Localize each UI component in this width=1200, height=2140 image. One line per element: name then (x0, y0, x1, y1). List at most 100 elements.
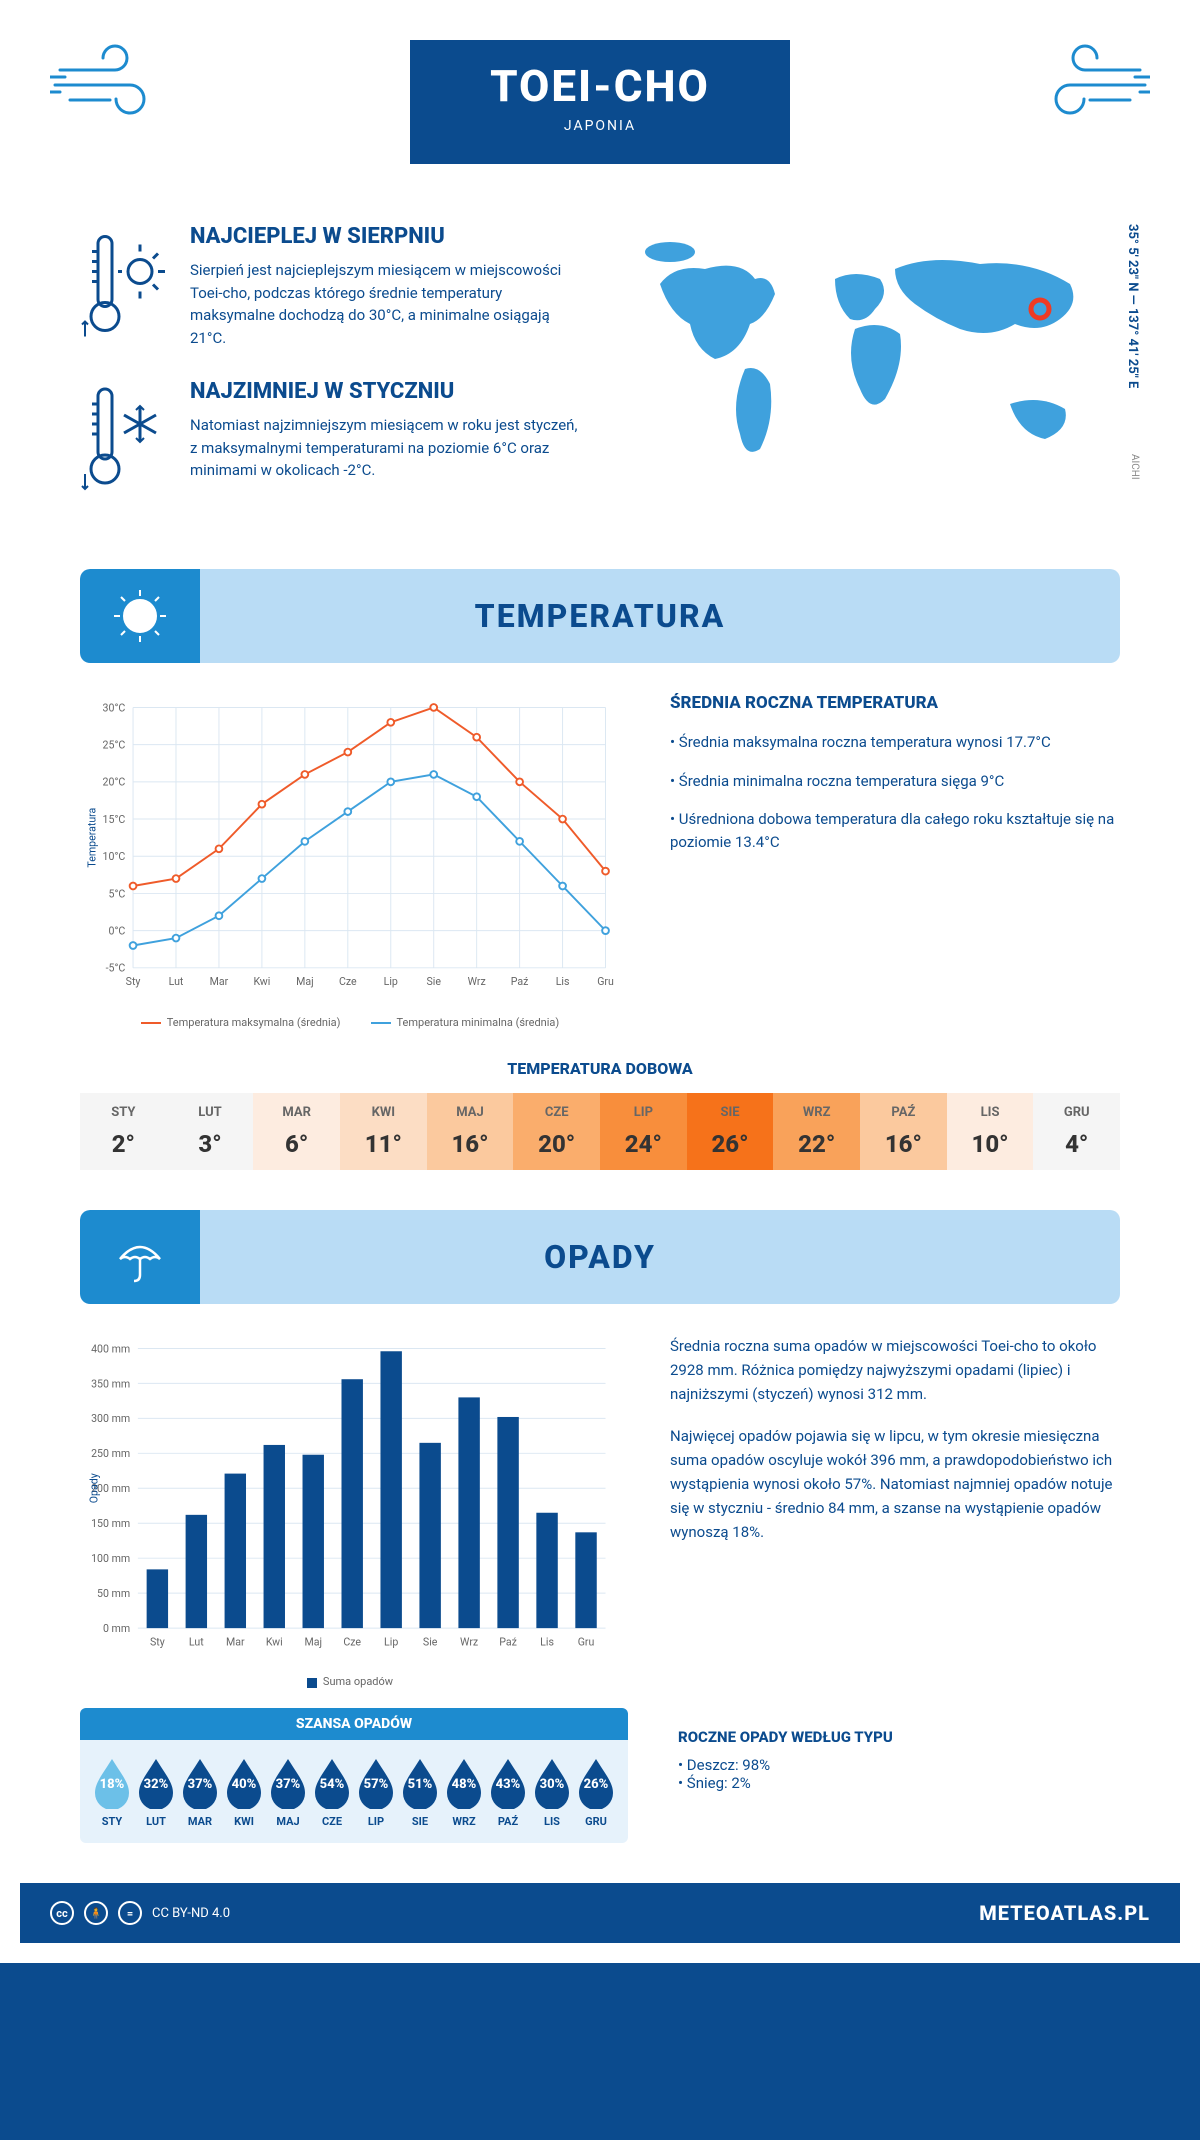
svg-text:Kwi: Kwi (253, 975, 270, 988)
svg-text:Lis: Lis (556, 975, 570, 988)
cc-icon: cc (50, 1901, 74, 1925)
thermometer-snow-icon (80, 379, 170, 499)
footer: cc 🧍 = CC BY-ND 4.0 METEOATLAS.PL (20, 1883, 1180, 1943)
daily-cell: LIS10° (947, 1093, 1034, 1170)
svg-text:10°C: 10°C (103, 850, 126, 863)
precip-title: OPADY (80, 1238, 1120, 1276)
svg-text:350 mm: 350 mm (91, 1377, 130, 1390)
svg-text:Gru: Gru (578, 1635, 595, 1648)
daily-cell: MAJ16° (427, 1093, 514, 1170)
precip-text: Średnia roczna suma opadów w miejscowośc… (670, 1334, 1120, 1689)
daily-cell: SIE26° (687, 1093, 774, 1170)
svg-text:Mar: Mar (210, 975, 229, 988)
svg-text:Sie: Sie (426, 975, 441, 988)
summary-p2: • Średnia minimalna roczna temperatura s… (670, 770, 1120, 793)
daily-temp-title: TEMPERATURA DOBOWA (80, 1059, 1120, 1078)
site-name: METEOATLAS.PL (979, 1901, 1150, 1925)
svg-text:50 mm: 50 mm (97, 1587, 130, 1600)
svg-text:Gru: Gru (597, 975, 614, 988)
svg-text:15°C: 15°C (103, 813, 126, 826)
svg-text:Cze: Cze (343, 1635, 361, 1648)
svg-text:Cze: Cze (339, 975, 357, 988)
chance-cell: 32%LUT (134, 1755, 178, 1828)
svg-text:Lut: Lut (189, 1635, 204, 1648)
svg-text:100 mm: 100 mm (91, 1552, 130, 1565)
intro-section: NAJCIEPLEJ W SIERPNIU Sierpień jest najc… (20, 224, 1180, 569)
license-text: CC BY-ND 4.0 (152, 1906, 230, 1921)
legend-max: Temperatura maksymalna (średnia) (167, 1016, 341, 1029)
wind-icon (50, 40, 170, 120)
temperature-chart: -5°C 0°C 5°C 10°C 15°C 20°C 25°C 30°C Sty Lut Mar K… (80, 693, 620, 1029)
coldest-title: NAJZIMNIEJ W STYCZNIU (190, 379, 580, 404)
country-subtitle: JAPONIA (490, 118, 710, 134)
summary-p1: • Średnia maksymalna roczna temperatura … (670, 731, 1120, 754)
chance-grid: 18%STY32%LUT37%MAR40%KWI37%MAJ54%CZE57%L… (80, 1740, 628, 1843)
daily-cell: MAR6° (253, 1093, 340, 1170)
svg-text:Sty: Sty (126, 975, 141, 988)
daily-cell: WRZ22° (773, 1093, 860, 1170)
chance-title: SZANSA OPADÓW (80, 1708, 628, 1740)
chance-cell: 37%MAR (178, 1755, 222, 1828)
chance-cell: 26%GRU (574, 1755, 618, 1828)
warmest-block: NAJCIEPLEJ W SIERPNIU Sierpień jest najc… (80, 224, 580, 349)
location-title: TOEI-CHO (490, 60, 710, 112)
chance-cell: 37%MAJ (266, 1755, 310, 1828)
precip-p1: Średnia roczna suma opadów w miejscowośc… (670, 1334, 1120, 1406)
svg-text:Sty: Sty (150, 1635, 165, 1648)
svg-text:5°C: 5°C (109, 887, 126, 900)
chance-cell: 18%STY (90, 1755, 134, 1828)
precip-p2: Najwięcej opadów pojawia się w lipcu, w … (670, 1424, 1120, 1544)
warmest-title: NAJCIEPLEJ W SIERPNIU (190, 224, 580, 249)
svg-text:Wrz: Wrz (468, 975, 486, 988)
daily-cell: LUT3° (167, 1093, 254, 1170)
coldest-text: Natomiast najzimniejszym miesiącem w rok… (190, 414, 580, 482)
header: TOEI-CHO JAPONIA (20, 20, 1180, 224)
svg-text:Wrz: Wrz (460, 1635, 478, 1648)
daily-cell: KWI11° (340, 1093, 427, 1170)
daily-cell: GRU4° (1033, 1093, 1120, 1170)
svg-text:Lip: Lip (384, 975, 398, 988)
svg-text:Paź: Paź (499, 1635, 517, 1648)
svg-text:Sie: Sie (423, 1635, 438, 1648)
svg-text:Maj: Maj (304, 1635, 322, 1648)
by-type-snow: • Śnieg: 2% (678, 1774, 1120, 1792)
daily-temp-grid: STY2°LUT3°MAR6°KWI11°MAJ16°CZE20°LIP24°S… (80, 1093, 1120, 1170)
svg-text:25°C: 25°C (103, 739, 126, 752)
chance-cell: 40%KWI (222, 1755, 266, 1828)
svg-text:Temperatura: Temperatura (85, 807, 98, 867)
wind-icon (1030, 40, 1150, 120)
coordinates: 35° 5' 23" N — 137° 41' 25" E (1125, 224, 1140, 388)
umbrella-icon (110, 1227, 170, 1287)
svg-text:Maj: Maj (296, 975, 314, 988)
temperature-section: TEMPERATURA -5°C 0°C 5°C 10°C 15°C 20°C 25°C 30… (20, 569, 1180, 1170)
daily-cell: LIP24° (600, 1093, 687, 1170)
coldest-block: NAJZIMNIEJ W STYCZNIU Natomiast najzimni… (80, 379, 580, 499)
daily-cell: PAŹ16° (860, 1093, 947, 1170)
title-banner: TOEI-CHO JAPONIA (410, 40, 790, 164)
by-icon: 🧍 (84, 1901, 108, 1925)
region-label: AICHI (1129, 454, 1140, 480)
svg-text:Kwi: Kwi (266, 1635, 283, 1648)
summary-p3: • Uśredniona dobowa temperatura dla całe… (670, 808, 1120, 853)
svg-text:Lis: Lis (540, 1635, 554, 1648)
temperature-title: TEMPERATURA (80, 597, 1120, 635)
chance-cell: 54%CZE (310, 1755, 354, 1828)
svg-text:150 mm: 150 mm (91, 1517, 130, 1530)
svg-text:0 mm: 0 mm (103, 1622, 130, 1635)
precip-header: OPADY (80, 1210, 1120, 1304)
chance-cell: 57%LIP (354, 1755, 398, 1828)
chance-cell: 51%SIE (398, 1755, 442, 1828)
svg-text:400 mm: 400 mm (91, 1342, 130, 1355)
sun-icon (110, 586, 170, 646)
svg-text:30°C: 30°C (103, 701, 126, 714)
chance-cell: 48%WRZ (442, 1755, 486, 1828)
svg-text:0°C: 0°C (109, 924, 126, 937)
svg-text:Lut: Lut (169, 975, 184, 988)
summary-title: ŚREDNIA ROCZNA TEMPERATURA (670, 693, 1120, 713)
daily-cell: STY2° (80, 1093, 167, 1170)
svg-text:-5°C: -5°C (106, 962, 126, 975)
precipitation-section: OPADY 0 mm50 mm100 mm150 mm200 mm250 mm3… (20, 1210, 1180, 1844)
svg-text:20°C: 20°C (103, 776, 126, 789)
svg-text:Mar: Mar (226, 1635, 245, 1648)
temperature-summary: ŚREDNIA ROCZNA TEMPERATURA • Średnia mak… (670, 693, 1120, 1029)
